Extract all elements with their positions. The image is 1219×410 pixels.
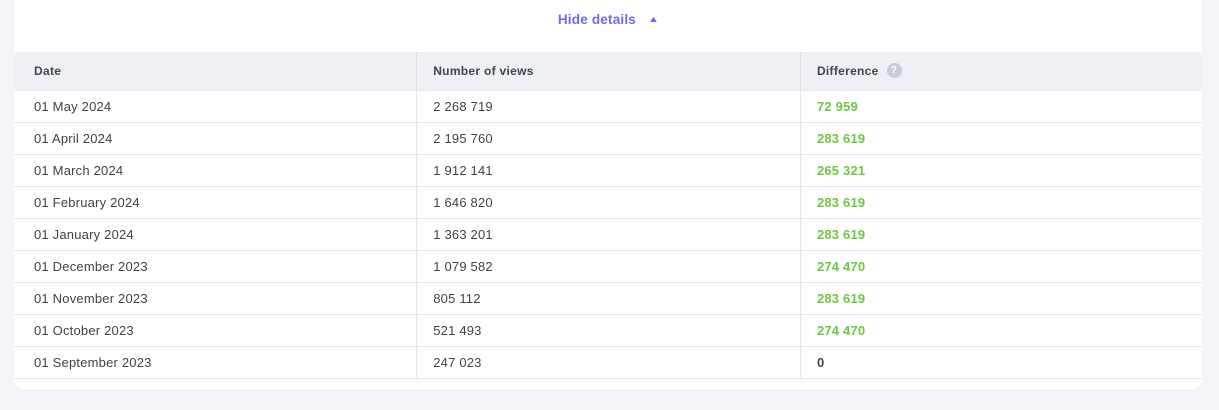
table-header-row: Date Number of views Difference ?	[14, 52, 1202, 90]
difference-cell: 0	[799, 345, 1202, 379]
views-cell: 247 023	[416, 345, 801, 379]
difference-cell: 72 959	[799, 89, 1202, 122]
date-cell: 01 March 2024	[14, 153, 417, 186]
table-row: 01 January 2024 1 363 201 283 619	[14, 217, 1202, 250]
table-row: 01 October 2023 521 493 274 470	[14, 313, 1202, 346]
difference-cell: 265 321	[799, 153, 1202, 186]
views-cell: 805 112	[416, 281, 801, 314]
table-row: 01 April 2024 2 195 760 283 619	[14, 121, 1202, 154]
difference-cell: 274 470	[799, 249, 1202, 282]
date-cell: 01 January 2024	[14, 217, 417, 250]
views-cell: 521 493	[416, 313, 801, 346]
views-cell: 2 268 719	[416, 89, 801, 122]
date-cell: 01 October 2023	[14, 313, 417, 346]
date-cell: 01 February 2024	[14, 185, 417, 218]
date-cell: 01 April 2024	[14, 121, 417, 154]
table-row: 01 March 2024 1 912 141 265 321	[14, 153, 1202, 186]
difference-cell: 283 619	[799, 121, 1202, 154]
column-header-difference-label: Difference	[816, 63, 879, 78]
table-row: 01 February 2024 1 646 820 283 619	[14, 185, 1202, 218]
views-cell: 1 079 582	[416, 249, 801, 282]
table-row: 01 May 2024 2 268 719 72 959	[14, 89, 1202, 122]
views-cell: 1 646 820	[416, 185, 801, 218]
difference-cell: 283 619	[799, 281, 1202, 314]
difference-cell: 283 619	[799, 217, 1202, 250]
hide-details-button[interactable]: Hide details ▲	[557, 12, 660, 27]
table-row: 01 November 2023 805 112 283 619	[14, 281, 1202, 314]
views-cell: 2 195 760	[416, 121, 801, 154]
column-header-views: Number of views	[416, 52, 801, 90]
difference-cell: 274 470	[799, 313, 1202, 346]
caret-up-icon: ▲	[647, 14, 660, 24]
table-row: 01 September 2023 247 023 0	[14, 345, 1202, 379]
date-cell: 01 May 2024	[14, 89, 417, 122]
hide-details-label: Hide details	[557, 12, 637, 27]
details-toggle-row: Hide details ▲	[14, 0, 1202, 52]
details-table: Date Number of views Difference ? 01 May…	[14, 52, 1202, 379]
views-cell: 1 363 201	[416, 217, 801, 250]
difference-cell: 283 619	[799, 185, 1202, 218]
column-header-date: Date	[14, 52, 417, 90]
table-body: 01 May 2024 2 268 719 72 959 01 April 2024 2…	[14, 89, 1202, 379]
column-header-views-label: Number of views	[433, 63, 534, 78]
column-header-date-label: Date	[34, 63, 62, 78]
date-cell: 01 November 2023	[14, 281, 417, 314]
details-card: Hide details ▲ Date Number of views Diff…	[14, 0, 1202, 389]
date-cell: 01 December 2023	[14, 249, 417, 282]
help-icon[interactable]: ?	[886, 63, 902, 79]
date-cell: 01 September 2023	[14, 345, 417, 379]
column-header-difference: Difference ?	[799, 52, 1202, 90]
table-row: 01 December 2023 1 079 582 274 470	[14, 249, 1202, 282]
views-cell: 1 912 141	[416, 153, 801, 186]
